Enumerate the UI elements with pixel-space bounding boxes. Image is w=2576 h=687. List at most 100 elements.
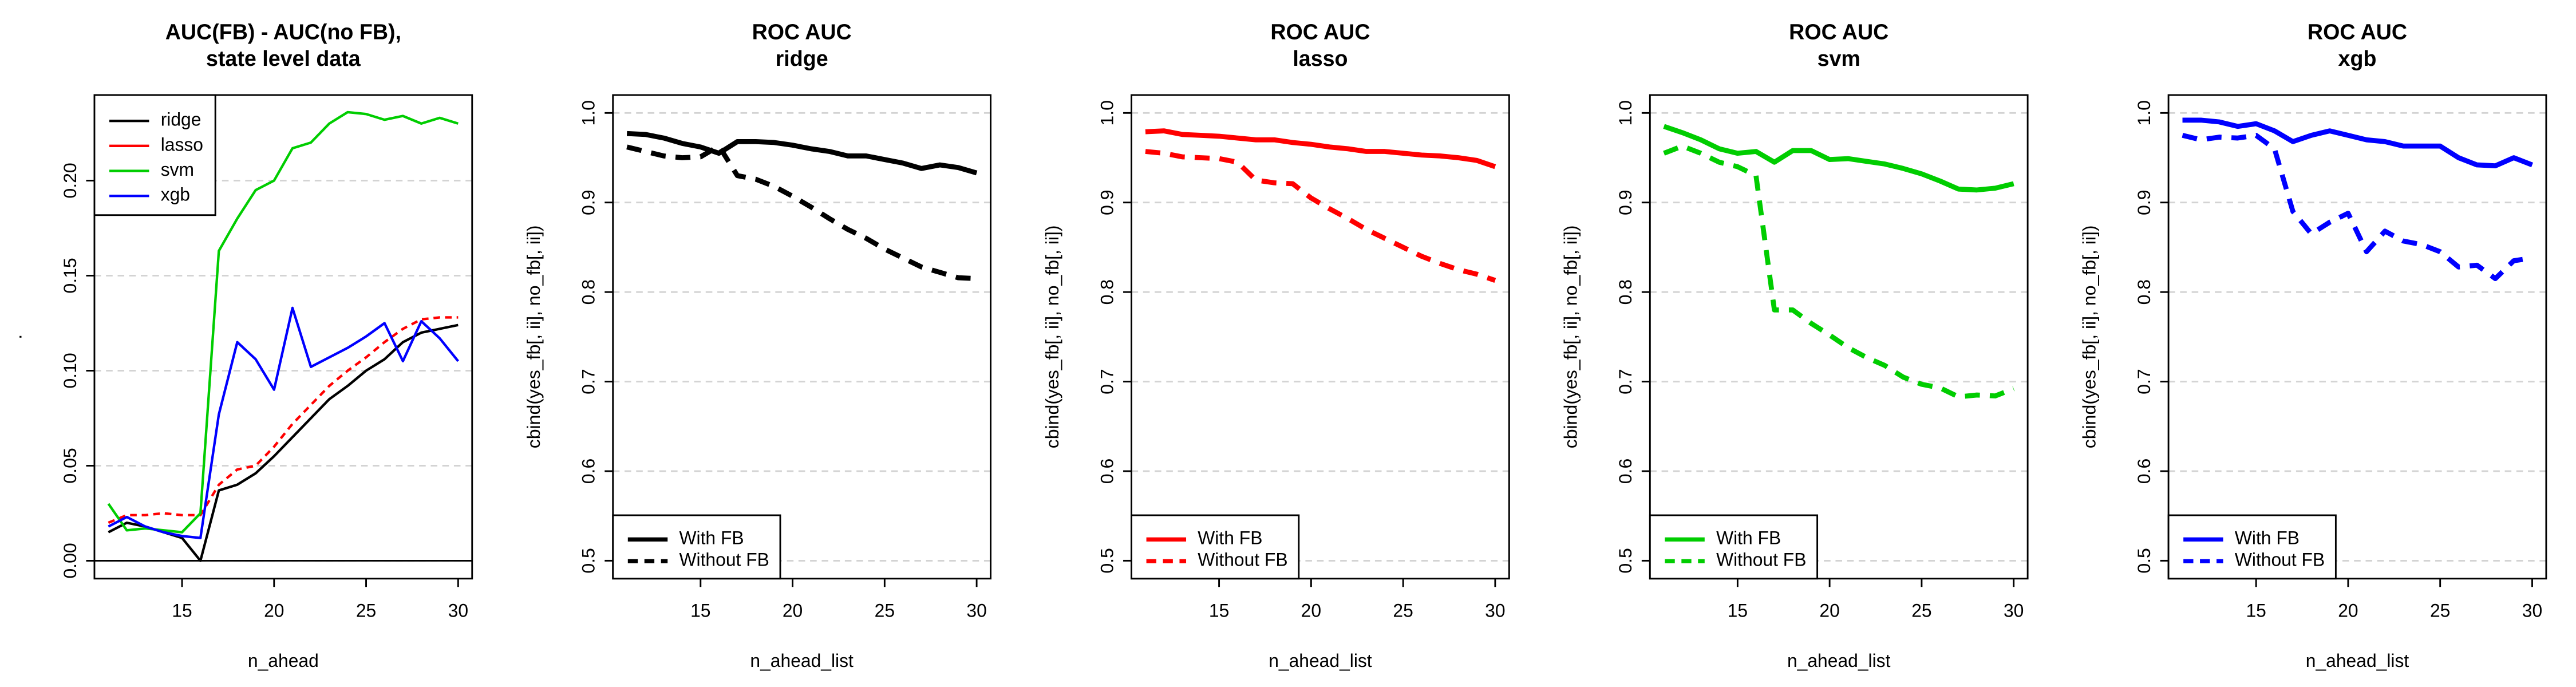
x-tick-label: 25 xyxy=(1393,600,1413,621)
x-tick-label: 15 xyxy=(1209,600,1229,621)
x-tick-label: 25 xyxy=(356,600,376,621)
plot-frame xyxy=(93,94,473,580)
plot-frame xyxy=(2167,94,2547,580)
y-tick-label: 1.0 xyxy=(1615,100,1635,126)
chart-title: ROC AUC xyxy=(1270,19,1370,44)
y-axis-label: cbind(yes_fb[, ii], no_fb[, ii]) xyxy=(1042,225,1062,448)
x-tick-label: 20 xyxy=(2338,600,2358,621)
chart-subtitle: lasso xyxy=(1293,46,1348,70)
x-axis-label: n_ahead xyxy=(248,650,319,671)
legend-label: xgb xyxy=(161,184,190,205)
data-line xyxy=(108,306,460,539)
y-tick-label: 0.9 xyxy=(1615,189,1635,215)
x-tick-label: 30 xyxy=(2522,600,2542,621)
x-tick-label: 30 xyxy=(1485,600,1505,621)
legend-label: svm xyxy=(161,159,194,180)
y-tick-label: 0.8 xyxy=(2134,279,2154,305)
y-tick-label: 0.8 xyxy=(1097,279,1117,305)
chart-title: ROC AUC xyxy=(2308,19,2407,44)
y-tick-label: 0.7 xyxy=(1615,369,1635,394)
y-tick-label: 0.8 xyxy=(1615,279,1635,305)
data-line xyxy=(108,316,459,524)
x-tick-label: 20 xyxy=(264,600,284,621)
data-line xyxy=(2182,117,2534,168)
y-tick-label: 0.00 xyxy=(60,543,80,578)
x-tick-label: 15 xyxy=(690,600,710,621)
data-line xyxy=(1145,149,1496,283)
y-tick-label: 0.05 xyxy=(60,448,80,483)
legend-label: Without FB xyxy=(679,549,769,570)
legend-label: Without FB xyxy=(1716,549,1806,570)
x-axis-label: n_ahead_list xyxy=(1787,650,1891,671)
chart-subtitle: svm xyxy=(1818,46,1860,70)
y-tick-label: 0.7 xyxy=(1097,369,1117,394)
data-line xyxy=(1663,143,2015,400)
chart-subtitle: state level data xyxy=(206,46,361,70)
y-axis-label: cbind(yes_fb[, ii], no_fb[, ii]) xyxy=(523,225,544,448)
x-axis-label: n_ahead_list xyxy=(1269,650,1372,671)
y-tick-label: 0.10 xyxy=(60,353,80,388)
x-tick-label: 30 xyxy=(966,600,986,621)
chart-subtitle: ridge xyxy=(776,46,828,70)
y-axis-label: . xyxy=(5,334,25,339)
data-line xyxy=(626,131,978,176)
y-tick-label: 0.20 xyxy=(60,163,80,198)
legend-label: With FB xyxy=(679,528,744,548)
x-tick-label: 15 xyxy=(2246,600,2266,621)
y-axis-label: cbind(yes_fb[, ii], no_fb[, ii]) xyxy=(2079,225,2100,448)
data-line xyxy=(107,110,459,534)
y-tick-label: 1.0 xyxy=(578,100,599,126)
x-tick-label: 25 xyxy=(875,600,895,621)
y-tick-label: 0.5 xyxy=(2134,548,2154,574)
chart-subtitle: xgb xyxy=(2338,46,2377,70)
legend-label: With FB xyxy=(1716,528,1781,548)
y-tick-label: 0.8 xyxy=(578,279,599,305)
legend-box xyxy=(612,514,781,580)
x-tick-label: 30 xyxy=(448,600,468,621)
legend-label: With FB xyxy=(2235,528,2300,548)
y-tick-label: 1.0 xyxy=(1097,100,1117,126)
y-tick-label: 0.7 xyxy=(578,369,599,394)
y-tick-label: 0.6 xyxy=(578,459,599,484)
y-tick-label: 0.15 xyxy=(60,258,80,293)
y-tick-label: 0.7 xyxy=(2134,369,2154,394)
x-tick-label: 25 xyxy=(2430,600,2450,621)
legend-label: Without FB xyxy=(1198,549,1287,570)
data-line xyxy=(2182,133,2533,282)
data-line xyxy=(626,143,977,282)
legend-box xyxy=(2167,514,2337,580)
y-tick-label: 0.9 xyxy=(2134,189,2154,215)
y-tick-label: 0.9 xyxy=(1097,189,1117,215)
y-tick-label: 0.9 xyxy=(578,189,599,215)
plot-frame xyxy=(1649,94,2029,580)
y-tick-label: 0.6 xyxy=(2134,459,2154,484)
x-tick-label: 15 xyxy=(1728,600,1748,621)
plot-frame xyxy=(1131,94,1510,580)
y-tick-label: 0.5 xyxy=(1097,548,1117,574)
plot-frame xyxy=(612,94,991,580)
legend-label: ridge xyxy=(161,109,202,130)
data-line xyxy=(1145,128,1496,169)
y-tick-label: 0.5 xyxy=(1615,548,1635,574)
x-tick-label: 20 xyxy=(1819,600,1839,621)
legend-box xyxy=(1649,514,1819,580)
legend-label: Without FB xyxy=(2235,549,2325,570)
data-line xyxy=(1663,124,2014,193)
x-tick-label: 25 xyxy=(1911,600,1931,621)
x-tick-label: 20 xyxy=(1301,600,1321,621)
chart-title: ROC AUC xyxy=(1789,19,1888,44)
y-tick-label: 1.0 xyxy=(2134,100,2154,126)
x-tick-label: 30 xyxy=(2004,600,2024,621)
y-axis-label: cbind(yes_fb[, ii], no_fb[, ii]) xyxy=(1560,225,1581,448)
chart-title: AUC(FB) - AUC(no FB), xyxy=(165,19,401,44)
y-tick-label: 0.5 xyxy=(578,548,599,574)
y-tick-label: 0.6 xyxy=(1097,459,1117,484)
legend-label: lasso xyxy=(161,134,203,155)
x-tick-label: 15 xyxy=(172,600,192,621)
x-axis-label: n_ahead_list xyxy=(2306,650,2409,671)
y-tick-label: 0.6 xyxy=(1615,459,1635,484)
legend-label: With FB xyxy=(1198,528,1262,548)
legend-box xyxy=(1131,514,1300,580)
